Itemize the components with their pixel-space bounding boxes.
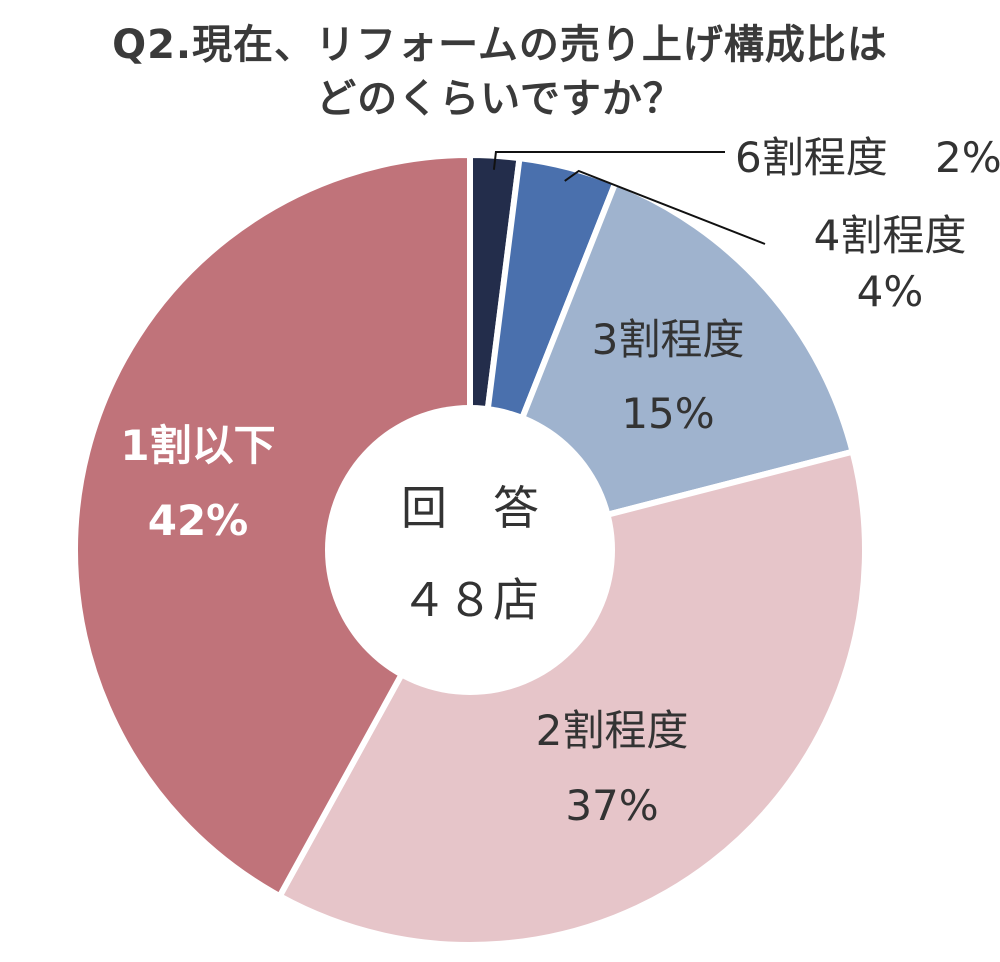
- center-hole: [325, 405, 615, 695]
- slice-2-leader-line: [564, 169, 766, 245]
- slice-1-leader-line: [492, 151, 725, 170]
- slice-5: [72, 152, 473, 900]
- slices-layer: [72, 152, 868, 948]
- slice-3-value: 15%: [621, 389, 714, 438]
- center-label-count: ４８店: [401, 573, 539, 627]
- slice-5-label: 1割以下: [120, 421, 275, 470]
- leader-lines: [492, 151, 766, 245]
- slice-2-value: 4%: [857, 267, 924, 316]
- slice-4-value: 37%: [565, 781, 658, 830]
- center-label-respondents: 回 答: [401, 481, 539, 535]
- slice-5-value: 42%: [148, 496, 249, 545]
- slice-labels: 6割程度 2% 4割程度 4% 3割程度 15% 2割程度 37% 1割以下 42%: [120, 133, 1000, 830]
- slice-4: [276, 448, 868, 948]
- slice-1-value: 2%: [935, 133, 1000, 182]
- slice-1-label: 6割程度: [735, 133, 888, 182]
- chart-title-line-1: Q2.現在、リフォームの売り上げ構成比は: [112, 22, 888, 68]
- slice-3-label: 3割程度: [592, 315, 745, 364]
- slice-4-label: 2割程度: [536, 706, 689, 755]
- slice-2-label: 4割程度: [814, 211, 967, 260]
- chart-title-line-2: どのくらいですか？: [316, 76, 684, 122]
